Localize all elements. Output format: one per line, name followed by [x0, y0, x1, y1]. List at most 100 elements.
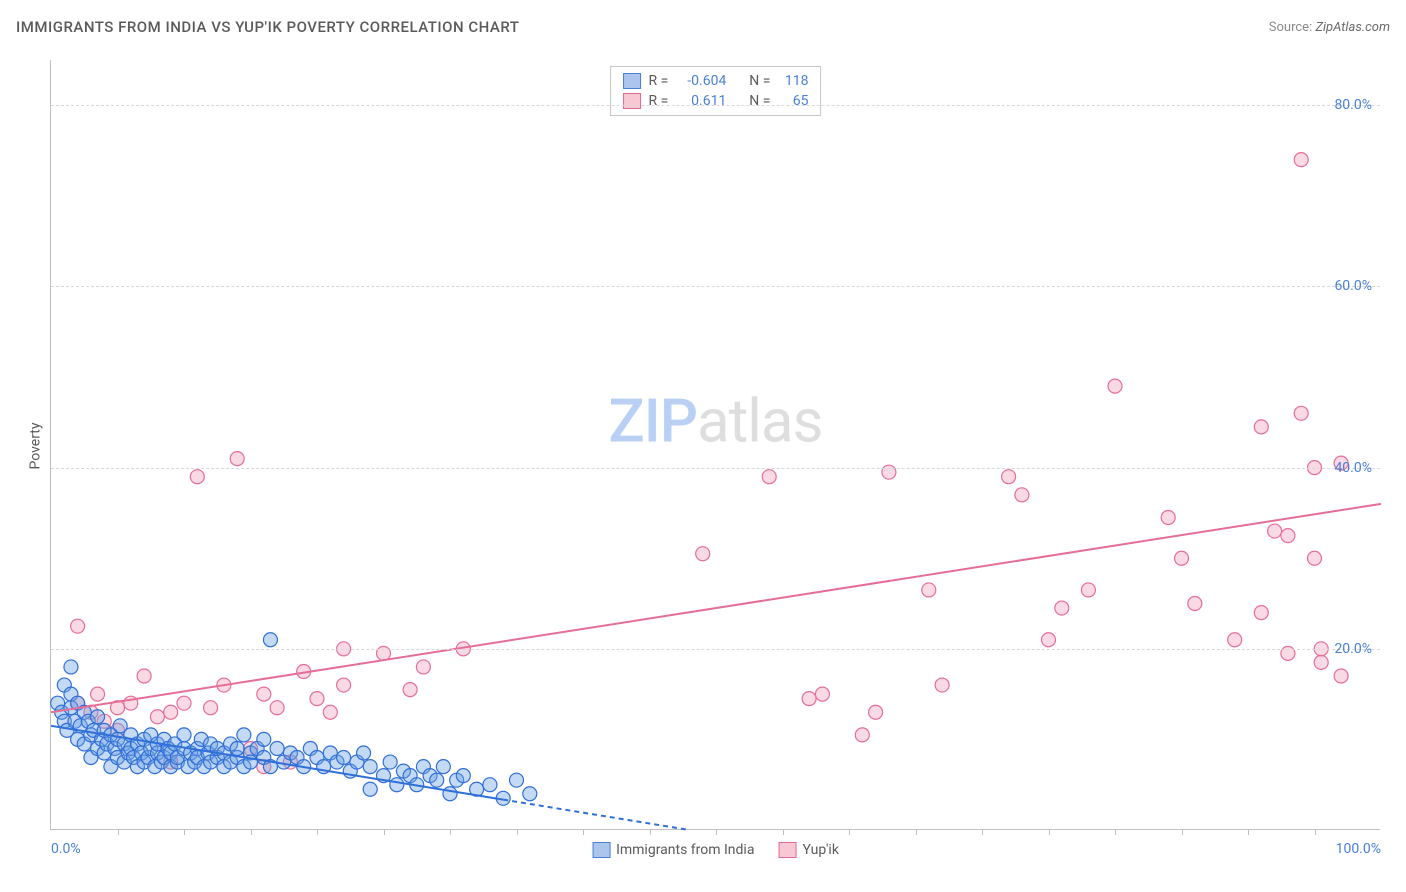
- pink-point: [204, 701, 218, 715]
- x-tick-label: 0.0%: [51, 841, 81, 857]
- pink-point: [869, 705, 883, 719]
- x-tick-label: 100.0%: [1336, 841, 1381, 857]
- blue-point: [523, 787, 537, 801]
- y-axis-label: Poverty: [28, 422, 44, 469]
- blue-point: [270, 741, 284, 755]
- pink-point: [403, 683, 417, 697]
- stats-box: R =-0.604 N =118R =0.611 N =65: [610, 66, 822, 116]
- x-tick: [783, 829, 784, 835]
- x-tick: [517, 829, 518, 835]
- y-tick-label: 80.0%: [1334, 97, 1372, 113]
- blue-point: [483, 778, 497, 792]
- pink-point: [270, 701, 284, 715]
- grid-line: [51, 105, 1380, 106]
- legend-label: Yup'ik: [802, 842, 838, 858]
- pink-point: [137, 669, 151, 683]
- x-tick: [849, 829, 850, 835]
- pink-point: [696, 547, 710, 561]
- x-tick: [1049, 829, 1050, 835]
- blue-point: [443, 787, 457, 801]
- pink-point: [1228, 633, 1242, 647]
- chart-svg: [51, 60, 1380, 829]
- pink-point: [762, 470, 776, 484]
- pink-point: [802, 692, 816, 706]
- pink-point: [230, 452, 244, 466]
- blue-point: [363, 782, 377, 796]
- pink-point: [91, 687, 105, 701]
- x-tick: [716, 829, 717, 835]
- x-tick: [384, 829, 385, 835]
- blue-point: [390, 778, 404, 792]
- grid-line: [51, 649, 1380, 650]
- n-value: 65: [778, 91, 808, 111]
- bottom-legend: Immigrants from India Yup'ik: [592, 842, 839, 858]
- x-tick: [1315, 829, 1316, 835]
- x-tick: [1182, 829, 1183, 835]
- pink-point: [190, 470, 204, 484]
- pink-point: [1042, 633, 1056, 647]
- legend-label: Immigrants from India: [616, 842, 754, 858]
- pink-point: [337, 678, 351, 692]
- pink-point: [1188, 597, 1202, 611]
- chart-title: IMMIGRANTS FROM INDIA VS YUP'IK POVERTY …: [16, 18, 519, 36]
- x-tick: [916, 829, 917, 835]
- pink-point: [71, 619, 85, 633]
- pink-point: [1294, 153, 1308, 167]
- grid-line: [51, 286, 1380, 287]
- legend-swatch: [592, 842, 610, 858]
- blue-point: [430, 773, 444, 787]
- pink-point: [1081, 583, 1095, 597]
- x-tick: [118, 829, 119, 835]
- pink-point: [1002, 470, 1016, 484]
- n-label: N =: [749, 91, 770, 111]
- pink-point: [1175, 551, 1189, 565]
- plot-area: ZIPatlas R =-0.604 N =118R =0.611 N =65 …: [50, 60, 1380, 830]
- x-tick: [650, 829, 651, 835]
- legend-item: Yup'ik: [778, 842, 838, 858]
- legend-swatch: [778, 842, 796, 858]
- x-tick: [317, 829, 318, 835]
- blue-point: [91, 710, 105, 724]
- blue-point: [510, 773, 524, 787]
- source-label: Source: ZipAtlas.com: [1269, 20, 1390, 35]
- y-tick-label: 40.0%: [1334, 460, 1372, 476]
- blue-point: [456, 769, 470, 783]
- blue-point: [357, 746, 371, 760]
- r-label: R =: [649, 91, 669, 111]
- title-bar: IMMIGRANTS FROM INDIA VS YUP'IK POVERTY …: [16, 18, 1390, 36]
- n-label: N =: [749, 71, 770, 91]
- blue-point: [363, 760, 377, 774]
- y-tick-label: 60.0%: [1334, 278, 1372, 294]
- pink-point: [323, 705, 337, 719]
- blue-point: [64, 660, 78, 674]
- pink-point: [257, 687, 271, 701]
- grid-line: [51, 468, 1380, 469]
- pink-point: [1294, 406, 1308, 420]
- pink-point: [922, 583, 936, 597]
- pink-point: [310, 692, 324, 706]
- pink-point: [1254, 420, 1268, 434]
- pink-point: [935, 678, 949, 692]
- blue-point: [237, 728, 251, 742]
- pink-point: [815, 687, 829, 701]
- pink-point: [1314, 655, 1328, 669]
- stats-row: R =0.611 N =65: [623, 91, 809, 111]
- x-tick: [583, 829, 584, 835]
- trend-line: [51, 504, 1381, 712]
- blue-point: [436, 760, 450, 774]
- blue-point: [383, 755, 397, 769]
- blue-point: [230, 741, 244, 755]
- trend-line-dashed: [503, 800, 689, 830]
- pink-point: [855, 728, 869, 742]
- x-tick: [450, 829, 451, 835]
- pink-point: [1161, 510, 1175, 524]
- x-tick: [184, 829, 185, 835]
- r-value: -0.604: [676, 71, 726, 91]
- pink-point: [416, 660, 430, 674]
- x-tick: [1115, 829, 1116, 835]
- blue-point: [263, 633, 277, 647]
- pink-point: [1268, 524, 1282, 538]
- blue-point: [257, 732, 271, 746]
- r-label: R =: [649, 71, 669, 91]
- pink-point: [164, 705, 178, 719]
